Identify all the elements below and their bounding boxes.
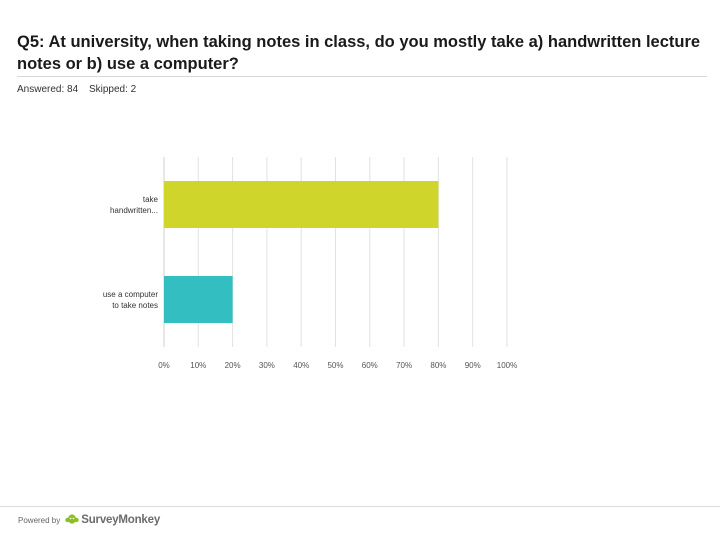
x-tick-label: 60% (362, 361, 378, 370)
x-tick-label: 40% (293, 361, 309, 370)
x-tick-label: 90% (465, 361, 481, 370)
powered-by-label: Powered by (18, 515, 61, 525)
x-tick-label: 80% (430, 361, 446, 370)
y-category-label: take (143, 195, 159, 204)
footer-divider (0, 506, 720, 507)
bar (164, 276, 233, 323)
x-tick-label: 0% (158, 361, 170, 370)
question-title: Q5: At university, when taking notes in … (17, 33, 701, 73)
x-tick-label: 30% (259, 361, 275, 370)
bar (164, 181, 439, 228)
y-category-label: to take notes (112, 301, 158, 310)
title-divider (17, 76, 707, 77)
answered-count: Answered: 84 (17, 84, 79, 95)
y-category-label: use a computer (103, 290, 158, 299)
surveymonkey-logo-icon (65, 514, 79, 526)
brand-name: SurveyMonkey (81, 514, 161, 526)
y-category-label: handwritten... (110, 206, 158, 215)
response-stats: Answered: 84 Skipped: 2 (17, 84, 144, 95)
x-tick-label: 50% (327, 361, 343, 370)
x-tick-label: 20% (225, 361, 241, 370)
x-tick-label: 100% (497, 361, 517, 370)
x-tick-label: 10% (190, 361, 206, 370)
skipped-count: Skipped: 2 (88, 84, 137, 95)
footer: Powered by SurveyMonkey (18, 514, 160, 526)
x-tick-label: 70% (396, 361, 412, 370)
